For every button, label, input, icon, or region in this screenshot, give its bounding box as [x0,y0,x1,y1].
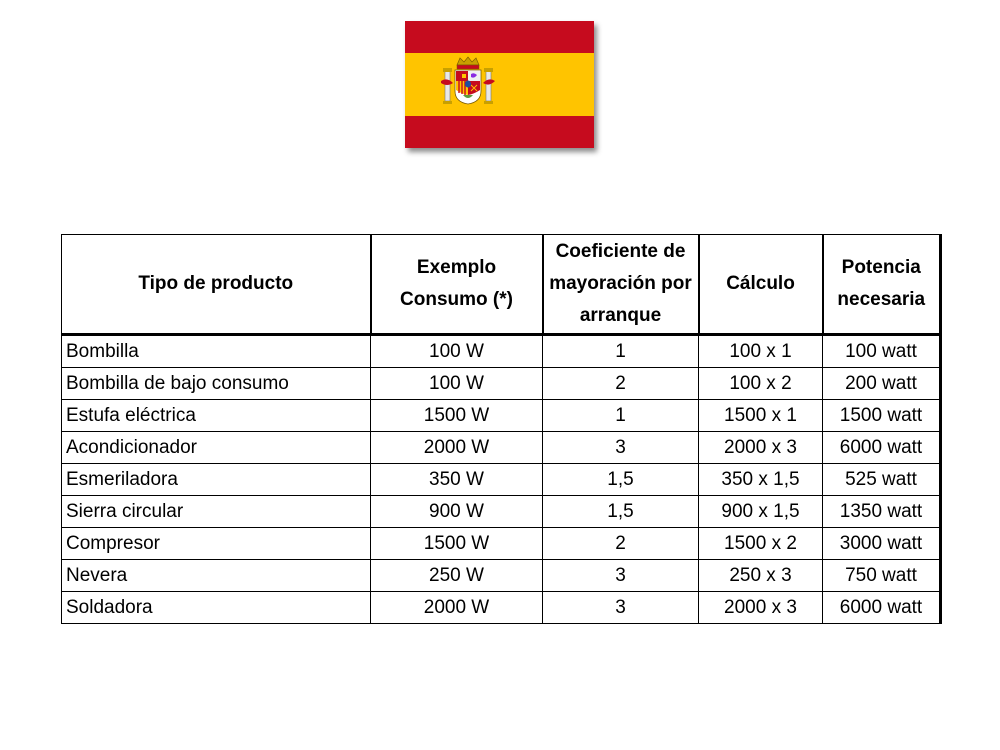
cell-consumption: 2000 W [370,431,543,464]
cell-power: 3000 watt [822,527,942,560]
cell-coefficient: 2 [542,527,699,560]
cell-coefficient: 3 [542,431,699,464]
cell-product: Acondicionador [61,431,371,464]
cell-calculation: 100 x 1 [698,334,823,368]
cell-power: 1500 watt [822,399,942,432]
cell-power: 100 watt [822,334,942,368]
table-row: Acondicionador 2000 W 3 2000 x 3 6000 wa… [61,431,942,464]
header-calculation: Cálculo [698,234,824,336]
cell-calculation: 2000 x 3 [698,431,823,464]
cell-consumption: 350 W [370,463,543,496]
table-row: Bombilla de bajo consumo 100 W 2 100 x 2… [61,367,942,400]
cell-product: Nevera [61,559,371,592]
header-product-type: Tipo de producto [61,234,372,336]
cell-power: 525 watt [822,463,942,496]
cell-coefficient: 1 [542,399,699,432]
cell-coefficient: 2 [542,367,699,400]
cell-consumption: 250 W [370,559,543,592]
cell-calculation: 1500 x 2 [698,527,823,560]
spain-flag-image [405,21,594,148]
cell-calculation: 1500 x 1 [698,399,823,432]
header-example-consumption: Exemplo Consumo (*) [370,234,544,336]
cell-calculation: 2000 x 3 [698,591,823,624]
cell-product: Bombilla de bajo consumo [61,367,371,400]
cell-calculation: 100 x 2 [698,367,823,400]
cell-consumption: 1500 W [370,527,543,560]
table-row: Compresor 1500 W 2 1500 x 2 3000 watt [61,527,942,560]
cell-calculation: 250 x 3 [698,559,823,592]
cell-consumption: 1500 W [370,399,543,432]
cell-coefficient: 1,5 [542,463,699,496]
table-row: Esmeriladora 350 W 1,5 350 x 1,5 525 wat… [61,463,942,496]
table-row: Soldadora 2000 W 3 2000 x 3 6000 watt [61,591,942,624]
table-row: Sierra circular 900 W 1,5 900 x 1,5 1350… [61,495,942,528]
cell-product: Soldadora [61,591,371,624]
header-required-power: Potencia necesaria [822,234,942,336]
cell-power: 200 watt [822,367,942,400]
cell-product: Esmeriladora [61,463,371,496]
header-startup-coefficient: Coeficiente de mayoración por arranque [542,234,700,336]
coat-of-arms-icon [441,56,495,105]
table-row: Nevera 250 W 3 250 x 3 750 watt [61,559,942,592]
spain-flag-svg [405,21,594,148]
cell-product: Sierra circular [61,495,371,528]
cell-product: Estufa eléctrica [61,399,371,432]
table-row: Bombilla 100 W 1 100 x 1 100 watt [61,334,942,368]
cell-power: 6000 watt [822,591,942,624]
cell-coefficient: 1 [542,334,699,368]
flag-bottom-stripe [405,116,594,148]
cell-power: 6000 watt [822,431,942,464]
cell-calculation: 350 x 1,5 [698,463,823,496]
table-header-row: Tipo de producto Exemplo Consumo (*) Coe… [61,234,942,336]
table-row: Estufa eléctrica 1500 W 1 1500 x 1 1500 … [61,399,942,432]
cell-coefficient: 3 [542,559,699,592]
flag-top-stripe [405,21,594,53]
cell-calculation: 900 x 1,5 [698,495,823,528]
cell-consumption: 2000 W [370,591,543,624]
power-requirements-table: Tipo de producto Exemplo Consumo (*) Coe… [61,234,942,624]
cell-coefficient: 3 [542,591,699,624]
flag-middle-stripe [405,53,594,116]
cell-consumption: 100 W [370,367,543,400]
cell-consumption: 100 W [370,334,543,368]
cell-product: Compresor [61,527,371,560]
cell-power: 1350 watt [822,495,942,528]
cell-power: 750 watt [822,559,942,592]
cell-coefficient: 1,5 [542,495,699,528]
cell-product: Bombilla [61,334,371,368]
cell-consumption: 900 W [370,495,543,528]
